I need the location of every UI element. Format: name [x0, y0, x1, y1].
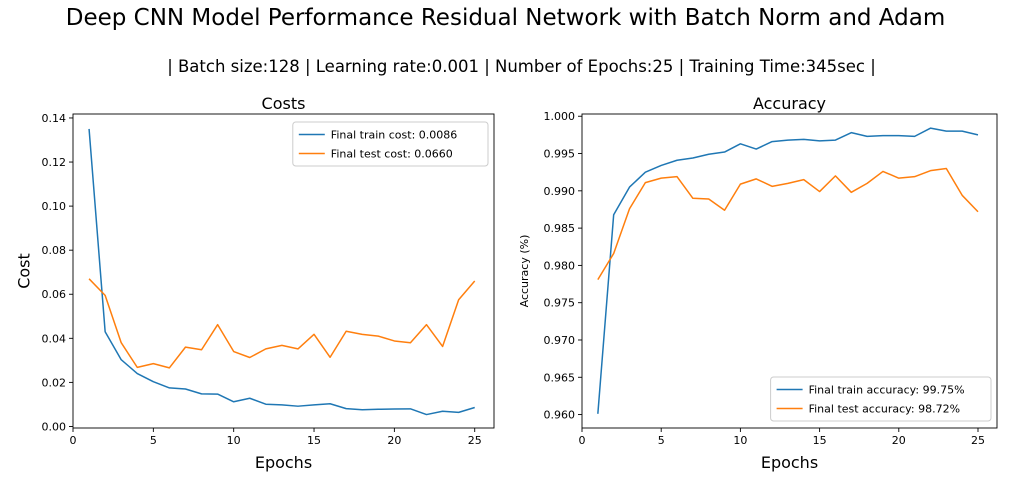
- y-tick-label: 0.06: [42, 288, 67, 301]
- x-tick-label: 20: [892, 434, 906, 447]
- y-tick-label: 0.980: [544, 259, 576, 272]
- series-line-train: [88, 128, 475, 416]
- x-tick-label: 15: [307, 434, 321, 447]
- legend-box: [770, 376, 992, 422]
- legend-label-test: Final test accuracy: 98.72%: [809, 403, 960, 416]
- y-tick-label: 0.02: [42, 376, 67, 389]
- y-tick-label: 0.995: [544, 148, 576, 161]
- x-tick-label: 0: [70, 434, 77, 447]
- x-axis-label: Epochs: [255, 453, 312, 472]
- y-tick-label: 0.975: [544, 297, 576, 310]
- y-tick-label: 0.960: [544, 409, 576, 422]
- series-line-test: [88, 278, 476, 369]
- y-tick-label: 0.970: [544, 334, 576, 347]
- plot-frame: [581, 113, 998, 429]
- x-tick-label: 10: [227, 434, 241, 447]
- x-tick-label: 0: [579, 434, 586, 447]
- y-tick-label: 1.000: [544, 110, 576, 123]
- y-tick-label: 0.08: [42, 244, 67, 257]
- y-tick-label: 0.985: [544, 222, 576, 235]
- chart-title: Costs: [262, 94, 306, 113]
- x-axis-label: Epochs: [761, 453, 818, 472]
- y-tick-label: 0.14: [42, 112, 67, 125]
- y-tick-label: 0.12: [42, 156, 67, 169]
- series-line-train: [597, 127, 979, 414]
- legend-box: [292, 121, 489, 167]
- y-axis-label: Cost: [15, 253, 34, 289]
- legend: Final train accuracy: 99.75% Final test a…: [770, 376, 992, 422]
- y-tick-label: 0.990: [544, 185, 576, 198]
- series-line-test: [597, 167, 979, 280]
- legend-label-train: Final train cost: 0.0086: [331, 129, 457, 142]
- y-tick-label: 0.10: [42, 200, 67, 213]
- y-tick-label: 0.965: [544, 371, 576, 384]
- y-tick-label: 0.04: [42, 332, 67, 345]
- plot-frame: [72, 113, 495, 429]
- y-tick-label: 0.00: [42, 420, 67, 433]
- x-tick-label: 25: [468, 434, 482, 447]
- legend-label-test: Final test cost: 0.0660: [331, 148, 453, 161]
- x-tick-label: 20: [387, 434, 401, 447]
- accuracy-chart: Accuracy 0 5 10 15 20 25 0.960 0.965 0.970 0.975 0.…: [518, 94, 998, 472]
- y-axis-label: Accuracy (%): [518, 235, 531, 308]
- x-tick-label: 5: [658, 434, 665, 447]
- costs-chart: Costs 0 5 10 15 20 25 0.00 0.02 0.04 0.06 0.08 0.10 0…: [15, 94, 495, 472]
- x-tick-label: 25: [971, 434, 985, 447]
- chart-title: Accuracy: [753, 94, 826, 113]
- legend: Final train cost: 0.0086 Final test cost:…: [292, 121, 489, 167]
- figure-title: Deep CNN Model Performance Residual Netw…: [65, 5, 946, 31]
- legend-label-train: Final train accuracy: 99.75%: [809, 384, 965, 397]
- x-tick-label: 5: [150, 434, 157, 447]
- x-tick-label: 15: [813, 434, 827, 447]
- x-tick-label: 10: [733, 434, 747, 447]
- figure-subtitle: | Batch size:128 | Learning rate:0.001 |…: [167, 57, 876, 76]
